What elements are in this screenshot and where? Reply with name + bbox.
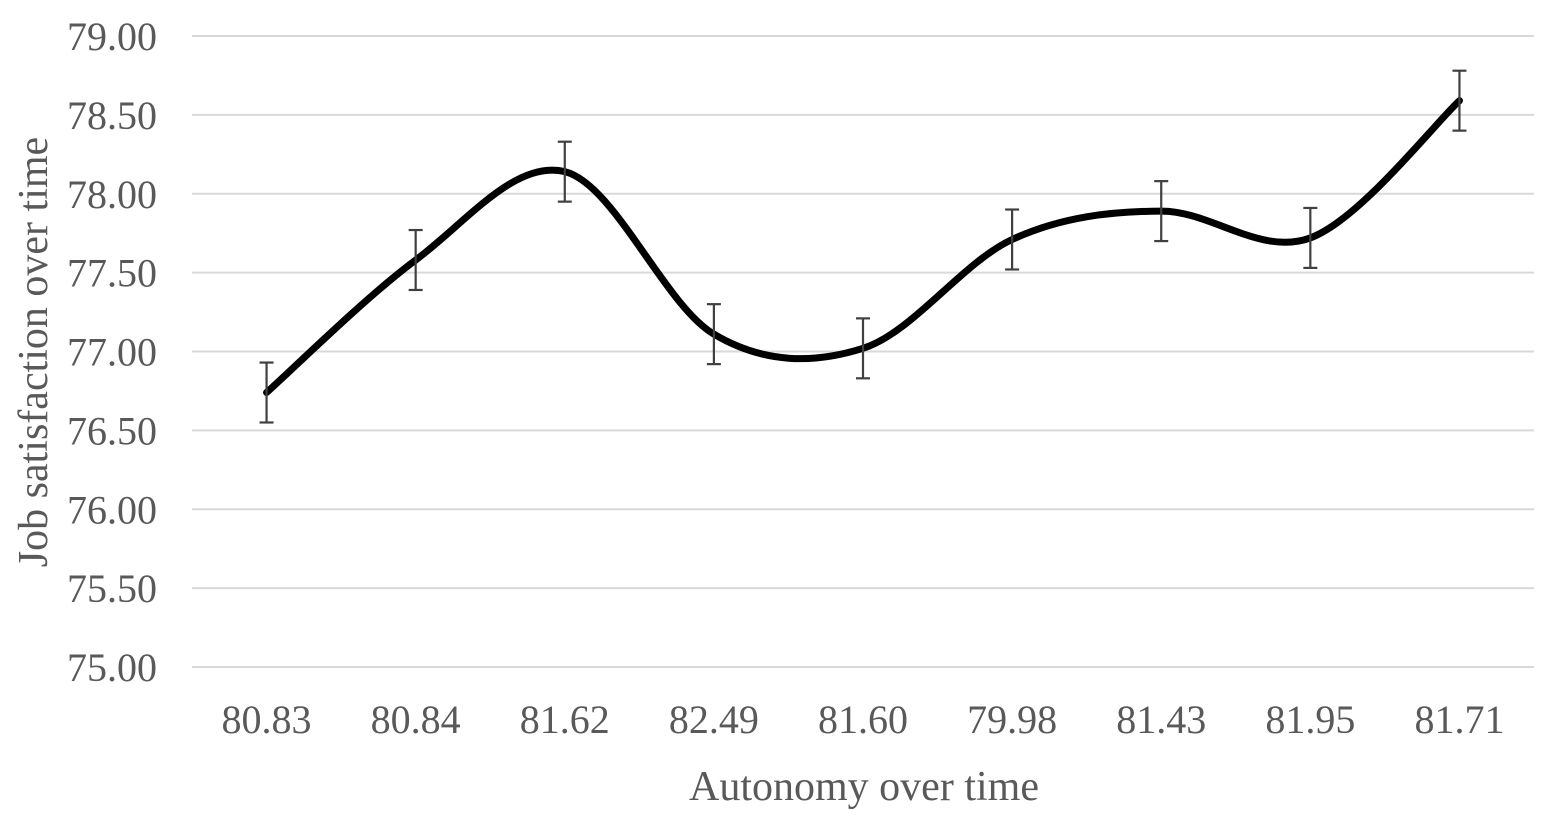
x-axis-ticks: 80.83 80.84 81.62 82.49 81.60 79.98 81.43 81.95… [222,697,1505,742]
y-tick-label: 79.00 [67,14,157,59]
y-tick-label: 78.00 [67,172,157,217]
x-tick-label: 81.71 [1414,697,1504,742]
y-tick-label: 77.00 [67,330,157,375]
x-tick-label: 79.98 [967,697,1057,742]
x-tick-label: 81.43 [1116,697,1206,742]
y-axis-title: Job satisfaction over time [11,137,57,567]
x-tick-label: 80.84 [371,697,461,742]
x-tick-label: 82.49 [669,697,759,742]
y-tick-label: 75.00 [67,645,157,690]
x-tick-label: 81.62 [520,697,610,742]
x-tick-label: 81.60 [818,697,908,742]
y-tick-label: 76.00 [67,487,157,532]
y-tick-label: 78.50 [67,93,157,138]
error-bars [260,71,1467,423]
y-tick-label: 77.50 [67,251,157,296]
x-tick-label: 80.83 [222,697,312,742]
x-axis-title: Autonomy over time [689,764,1039,810]
y-axis-ticks: 75.00 75.50 76.00 76.50 77.00 77.50 78.00 78.50… [67,14,157,690]
y-tick-label: 75.50 [67,566,157,611]
y-tick-label: 76.50 [67,408,157,453]
x-tick-label: 81.95 [1265,697,1355,742]
